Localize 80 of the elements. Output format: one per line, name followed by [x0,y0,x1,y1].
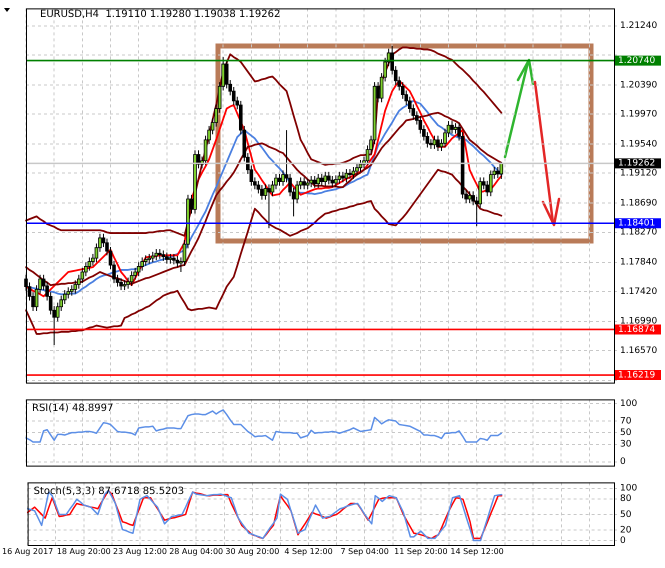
y-tick-label: 0 [620,536,626,546]
candlestick [150,251,155,263]
x-tick-label: 18 Aug 20:00 [56,546,111,556]
candlestick [302,176,306,190]
ref-line-label: 1.18401 [618,218,656,229]
candlestick [436,135,440,152]
candlestick [500,162,504,180]
x-tick-label: 23 Aug 12:00 [113,546,167,556]
candlestick [320,173,324,186]
x-tick-label: 7 Sep 04:00 [340,546,389,556]
candlestick [348,168,352,180]
candlestick [176,256,180,268]
y-tick-label: 50 [620,428,632,438]
candlestick [330,176,334,188]
candlestick [70,284,74,296]
candlestick [355,163,359,176]
y-tick-label: 1.17840 [620,258,658,268]
x-tick-label: 4 Sep 12:00 [284,546,333,556]
candlestick [136,262,140,277]
chart-title: RSI(14) 48.8997 [32,402,114,414]
candlestick [488,170,493,197]
candlestick [334,174,338,188]
candlestick [119,278,123,291]
y-tick-label: 30 [620,440,632,450]
candlestick [496,166,500,179]
y-tick-label: 70 [620,416,632,426]
y-tick-label: 50 [620,510,632,520]
chart-title: EURUSD,H4 1.19110 1.19280 1.19038 1.19262 [40,8,280,20]
candlestick [130,270,134,286]
candlestick [168,253,172,264]
candlestick [432,135,436,150]
x-tick-label: 16 Aug 2017 [2,546,54,556]
candlestick [154,248,158,261]
candlestick [316,173,320,188]
y-tick-label: 1.18690 [620,198,658,208]
candlestick [165,252,169,264]
candlestick [450,120,454,134]
y-tick-label: 1.19120 [620,168,658,179]
x-tick-label: 11 Sep 20:00 [394,546,448,556]
candlestick [344,168,348,183]
y-tick-label: 100 [620,398,638,409]
candlestick [278,173,282,186]
candlestick [338,171,342,184]
candlestick [309,176,313,188]
ref-line-label: 1.16874 [618,324,656,335]
y-tick-label: 1.19970 [620,109,658,120]
candlestick [312,176,317,188]
candlestick [172,253,176,265]
candlestick [352,166,356,180]
candlestick [122,280,126,291]
x-tick-label: 28 Aug 04:00 [169,546,224,556]
x-tick-label: 30 Aug 20:00 [225,546,280,556]
candlestick [454,122,458,134]
candlestick [323,171,328,186]
y-tick-label: 1.16570 [620,346,658,356]
candlestick [327,171,331,185]
y-tick-label: 1.21240 [620,21,658,32]
ref-line-label: 1.20740 [618,56,656,66]
candlestick [260,184,264,200]
ref-line-label: 1.19262 [618,158,656,169]
y-tick-label: 1.17420 [620,286,658,297]
y-tick-label: 20 [620,525,632,536]
y-tick-label: 1.19540 [620,139,658,150]
y-tick-label: 1.20390 [620,80,658,90]
candlestick [144,254,148,266]
x-tick-label: 14 Sep 12:00 [450,546,504,556]
candlestick [147,253,152,264]
candlestick [162,250,166,262]
candlestick [306,178,310,190]
y-tick-label: 1.18270 [620,228,658,238]
y-tick-label: 80 [620,494,632,504]
ref-line-label: 1.16219 [618,370,656,380]
candlestick [158,248,162,260]
y-tick-label: 0 [620,457,626,468]
candlestick [267,184,271,229]
candlestick [468,190,472,204]
chart-title: Stoch(5,3,3) 87.6718 85.5203 [34,486,184,497]
candlestick [358,160,362,172]
y-tick-label: 100 [620,484,638,494]
candlestick [341,171,345,183]
